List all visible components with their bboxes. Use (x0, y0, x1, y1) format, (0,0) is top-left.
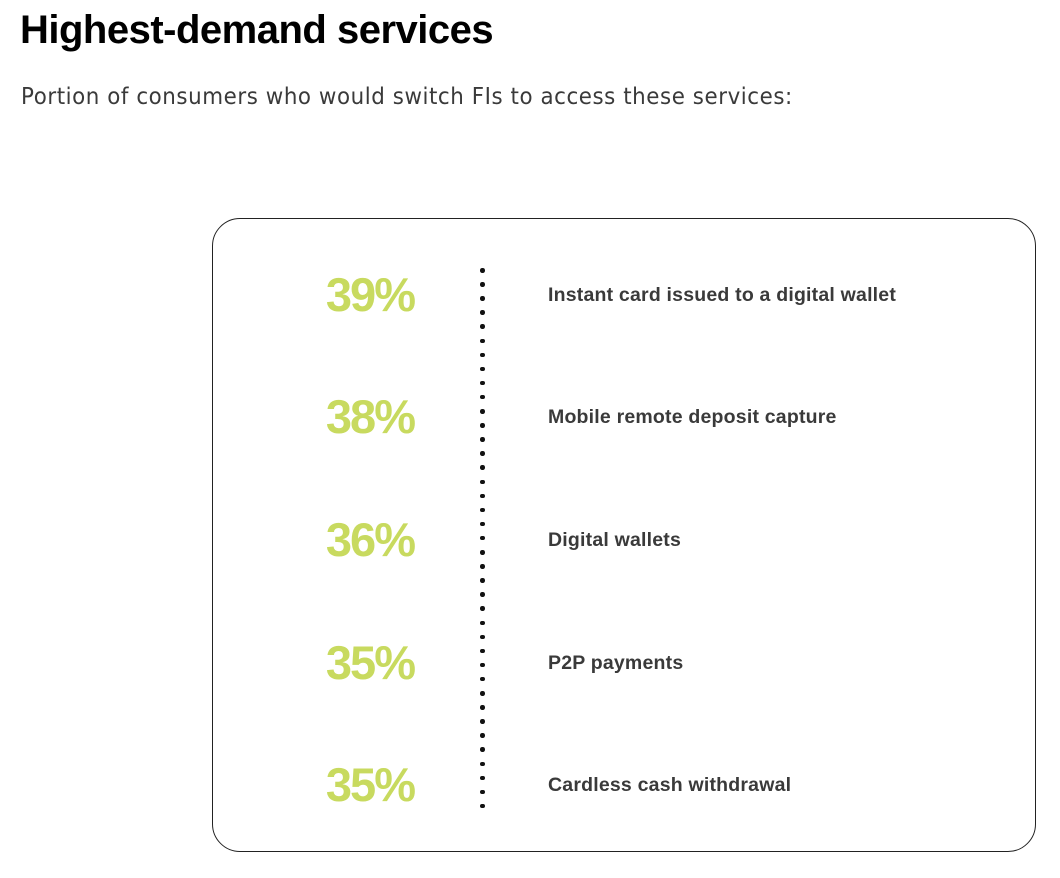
divider-dot (480, 705, 485, 710)
divider-dot (480, 324, 485, 329)
stat-row: 35% Cardless cash withdrawal (0, 755, 1060, 815)
divider-dot (480, 338, 485, 343)
divider-dot (480, 662, 485, 668)
stat-row: 35% P2P payments (0, 633, 1060, 693)
stat-row: 39% Instant card issued to a digital wall… (0, 265, 1060, 325)
stat-row: 36% Digital wallets (0, 510, 1060, 570)
divider-dot (480, 394, 485, 400)
divider-dot (480, 282, 485, 287)
page-subtitle: Portion of consumers who would switch FI… (21, 84, 793, 110)
divider-dot (480, 564, 485, 569)
page-title: Highest-demand services (20, 8, 494, 52)
divider-dot (480, 620, 485, 625)
divider-dot (480, 606, 485, 611)
stat-percentage: 35% (325, 636, 416, 689)
divider-dot (480, 451, 485, 456)
divider-dot (480, 592, 485, 597)
divider-dot (480, 634, 485, 640)
divider-dot (480, 465, 485, 470)
divider-dot (480, 648, 485, 654)
divider-dot (480, 803, 485, 809)
stat-percentage: 39% (325, 268, 416, 321)
stat-percentage: 35% (325, 758, 416, 811)
divider-dot (480, 268, 485, 273)
divider-dot (480, 380, 485, 386)
divider-dot (480, 409, 485, 414)
divider-dot (480, 521, 485, 527)
stat-label: Mobile remote deposit capture (548, 406, 837, 428)
stat-label: Digital wallets (548, 529, 682, 551)
divider-dot (480, 507, 485, 513)
stat-percentage: 36% (325, 513, 416, 566)
divider-dot (480, 775, 485, 781)
stat-label: Instant card issued to a digital wallet (548, 284, 897, 306)
divider-dot (480, 747, 485, 752)
divider-dot (480, 479, 485, 484)
divider-dot (480, 719, 485, 724)
divider-dot (480, 789, 485, 795)
dotted-divider (480, 268, 486, 809)
divider-dot (480, 437, 485, 442)
divider-dot (480, 296, 485, 301)
divider-dot (480, 493, 485, 499)
stat-label: P2P payments (548, 652, 684, 674)
divider-dot (480, 423, 485, 428)
divider-dot (480, 761, 485, 766)
divider-dot (480, 366, 485, 372)
divider-dot (480, 691, 485, 696)
divider-dot (480, 352, 485, 358)
stats-card (212, 218, 1036, 852)
divider-dot (480, 676, 485, 682)
divider-dot (480, 310, 485, 315)
stat-row: 38% Mobile remote deposit capture (0, 387, 1060, 447)
stat-label: Cardless cash withdrawal (548, 774, 792, 796)
divider-dot (480, 550, 485, 555)
stat-percentage: 38% (325, 390, 416, 443)
divider-dot (480, 733, 485, 738)
divider-dot (480, 578, 485, 583)
divider-dot (480, 535, 485, 541)
